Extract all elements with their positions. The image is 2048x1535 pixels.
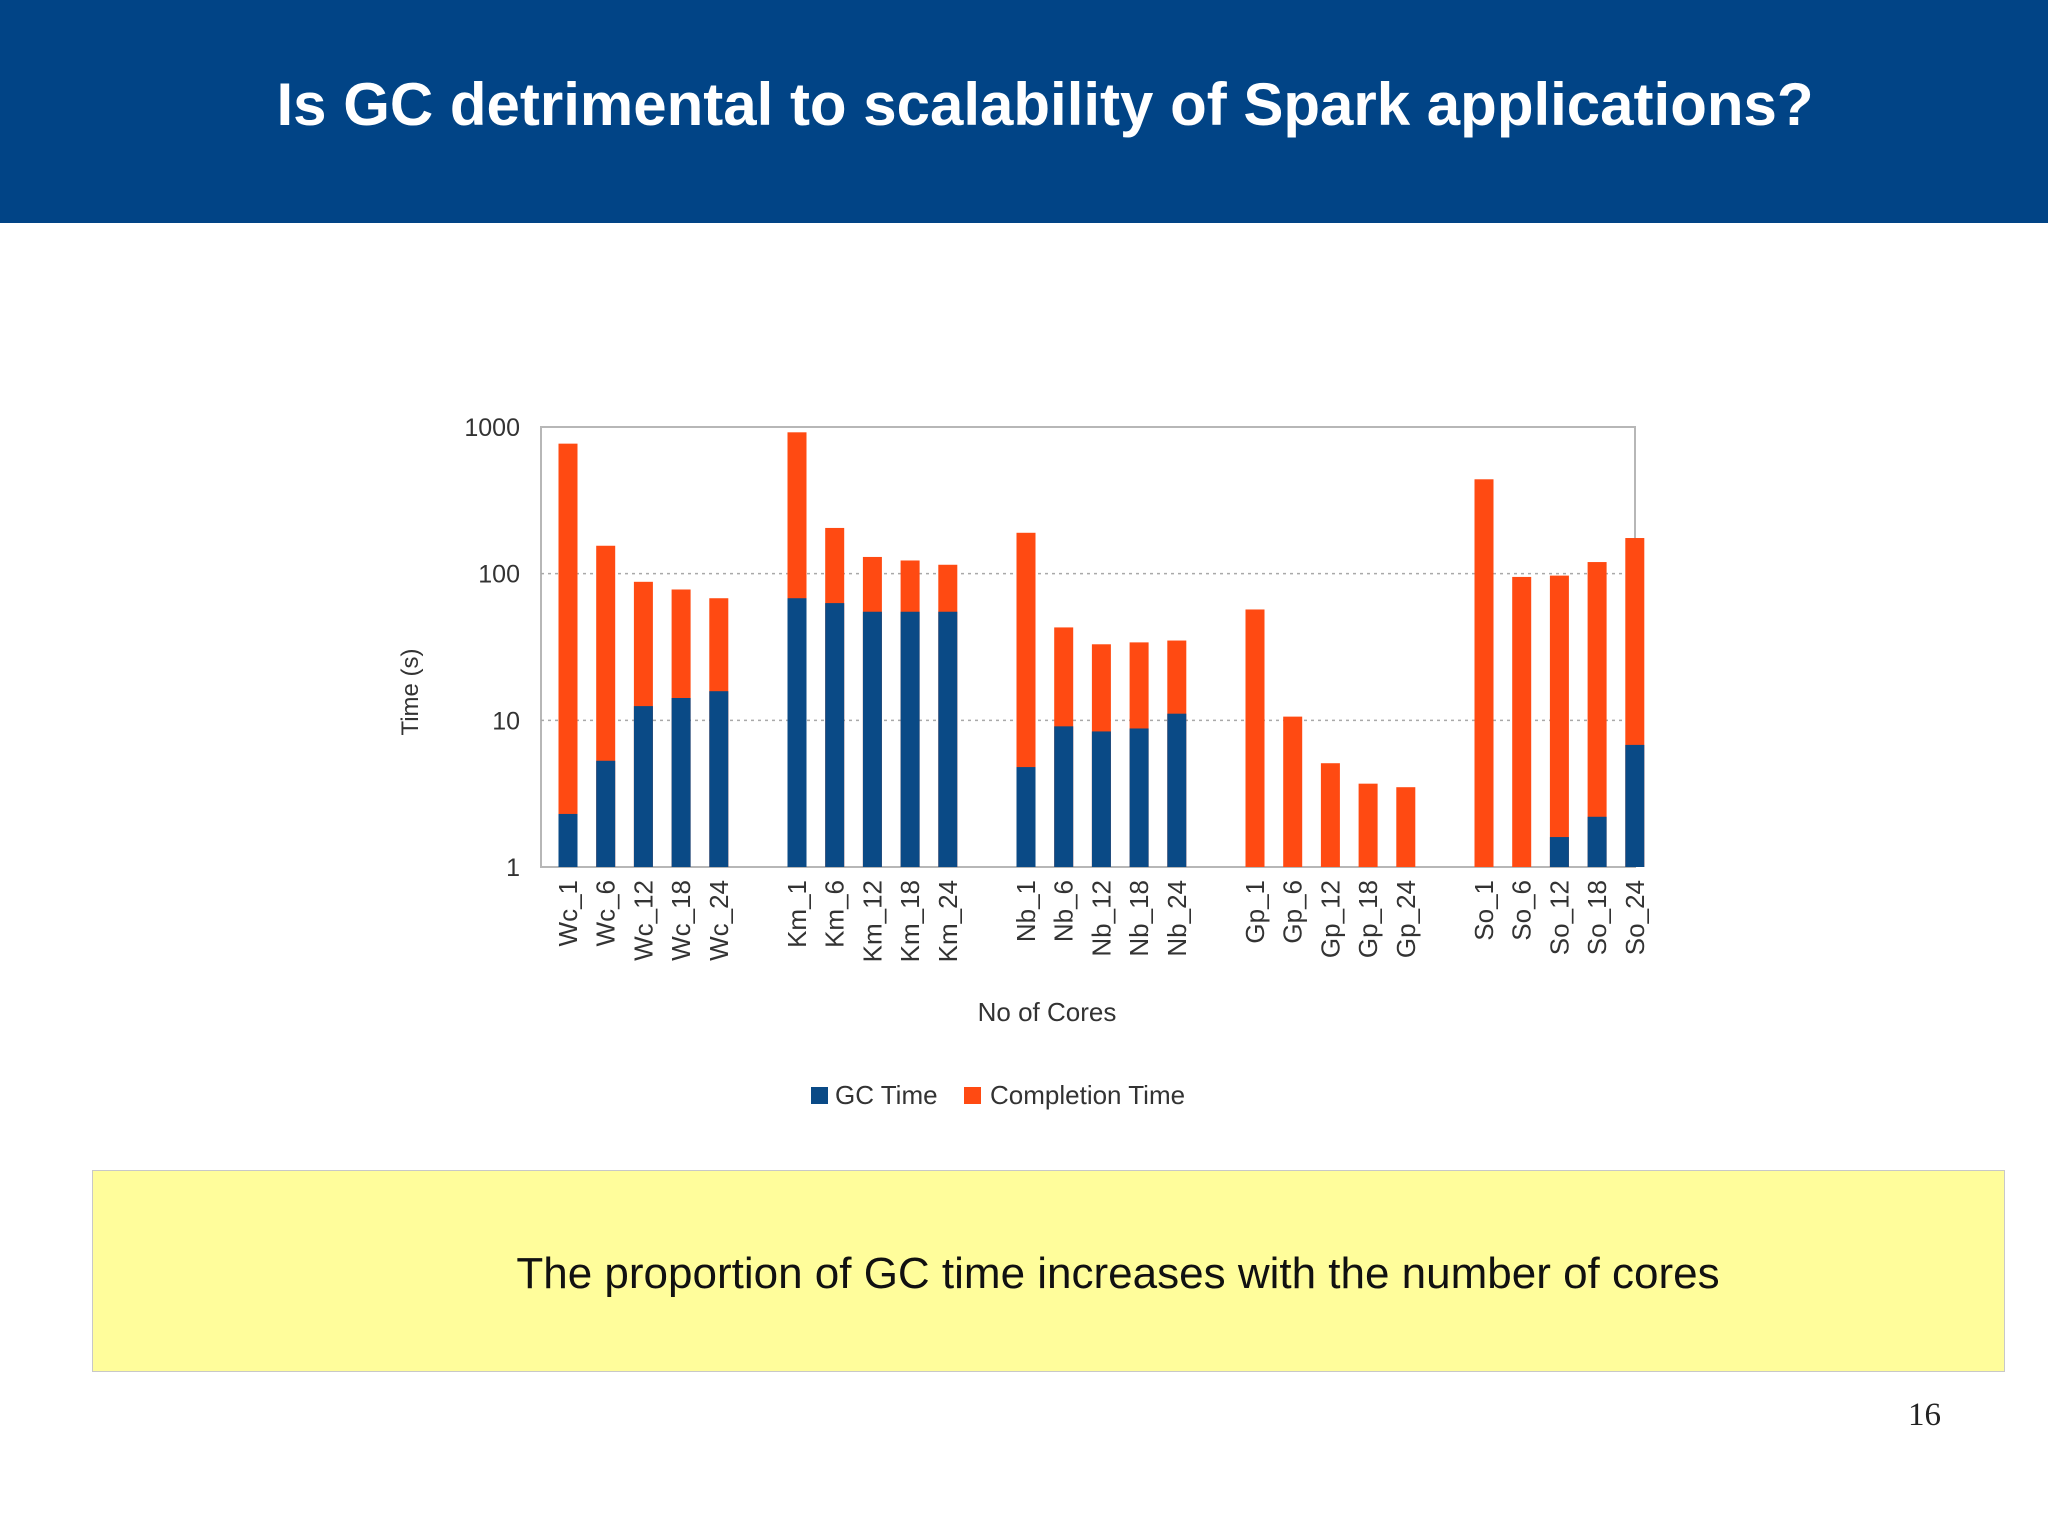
takeaway-box: The proportion of GC time increases with… [92, 1170, 2005, 1372]
bar-gc-time [1016, 767, 1036, 867]
legend-label-gc-time: GC Time [835, 1080, 938, 1110]
x-tick-label: Nb_6 [1049, 880, 1079, 942]
legend-swatch-gc-time [811, 1087, 828, 1104]
x-tick-label: Nb_18 [1124, 880, 1154, 957]
x-tick-label: Km_24 [933, 880, 963, 962]
bar-completion-time [1245, 609, 1265, 867]
bar-gc-time [709, 691, 729, 867]
x-tick-label: Gp_1 [1240, 880, 1270, 944]
x-tick-label: Nb_1 [1011, 880, 1041, 942]
y-tick-label: 1 [506, 854, 520, 882]
bar-gc-time [1167, 713, 1187, 867]
bar-gc-time [1091, 731, 1111, 867]
bar-completion-time [558, 443, 578, 867]
legend-swatch-completion-time [964, 1087, 981, 1104]
x-tick-label: Wc_1 [553, 880, 583, 946]
title-bar: Is GC detrimental to scalability of Spar… [0, 0, 2048, 223]
bar-completion-time [1549, 575, 1569, 867]
bar-completion-time [1320, 763, 1340, 867]
x-tick-label: Gp_24 [1391, 880, 1421, 958]
x-tick-label: So_12 [1544, 880, 1574, 955]
x-tick-label: So_24 [1620, 880, 1650, 955]
x-tick-label: So_1 [1469, 880, 1499, 941]
bar-completion-time [1587, 562, 1607, 867]
x-tick-label: Gp_12 [1315, 880, 1345, 958]
page-number: 16 [1908, 1397, 1941, 1433]
x-axis-ticks: Wc_1 Wc_6 Wc_12 Wc_18 Wc_24 Km_1 Km_6 Km_12 Km_1… [553, 880, 1650, 962]
y-axis-label: Time (s) [397, 648, 424, 735]
bar-completion-time [1512, 576, 1532, 867]
x-tick-label: Nb_12 [1086, 880, 1116, 957]
bar-gc-time [1587, 816, 1607, 867]
x-tick-label: Gp_18 [1353, 880, 1383, 958]
bars [558, 432, 1645, 867]
takeaway-text: The proportion of GC time increases with… [516, 1249, 1720, 1298]
legend-label-completion-time: Completion Time [990, 1080, 1185, 1110]
x-tick-label: Km_1 [782, 880, 812, 948]
x-tick-label: Gp_6 [1278, 880, 1308, 944]
bar-completion-time [1283, 716, 1303, 867]
bar-gc-time [900, 611, 920, 867]
slide-title: Is GC detrimental to scalability of Spar… [276, 71, 1814, 138]
bar-gc-time [671, 697, 691, 867]
x-tick-label: Nb_24 [1162, 880, 1192, 957]
bar-gc-time [1054, 726, 1074, 867]
y-tick-label: 10 [492, 707, 520, 735]
bar-completion-time [1474, 479, 1494, 867]
x-tick-label: Wc_12 [628, 880, 658, 961]
x-tick-label: Km_18 [895, 880, 925, 962]
y-tick-label: 100 [478, 561, 520, 589]
x-axis-label: No of Cores [978, 997, 1117, 1027]
x-tick-label: So_6 [1507, 880, 1537, 941]
x-tick-label: So_18 [1582, 880, 1612, 955]
x-tick-label: Km_6 [820, 880, 850, 948]
bar-gc-time [596, 760, 616, 867]
stacked-bar-chart: 1 10 100 1000 Wc_1 Wc_6 Wc_12 Wc_18 Wc_24 Km_1 Km… [397, 414, 1650, 1110]
bar-gc-time [862, 611, 882, 867]
x-tick-label: Wc_18 [666, 880, 696, 961]
x-tick-label: Wc_24 [704, 880, 734, 961]
bar-gc-time [633, 706, 653, 867]
bar-gc-time [1549, 837, 1569, 867]
bar-completion-time [1396, 787, 1416, 867]
y-tick-label: 1000 [464, 414, 520, 442]
x-tick-label: Wc_6 [591, 880, 621, 946]
legend: GC Time Completion Time [811, 1080, 1185, 1110]
bar-completion-time [1358, 783, 1378, 867]
plot-area [540, 426, 1636, 868]
bar-gc-time [787, 598, 807, 867]
bar-gc-time [825, 603, 845, 867]
bar-gc-time [938, 611, 958, 867]
bar-gc-time [1129, 728, 1149, 867]
bar-gc-time [558, 813, 578, 867]
x-tick-label: Km_12 [857, 880, 887, 962]
y-axis-ticks: 1 10 100 1000 [464, 414, 520, 882]
bar-gc-time [1625, 744, 1645, 867]
